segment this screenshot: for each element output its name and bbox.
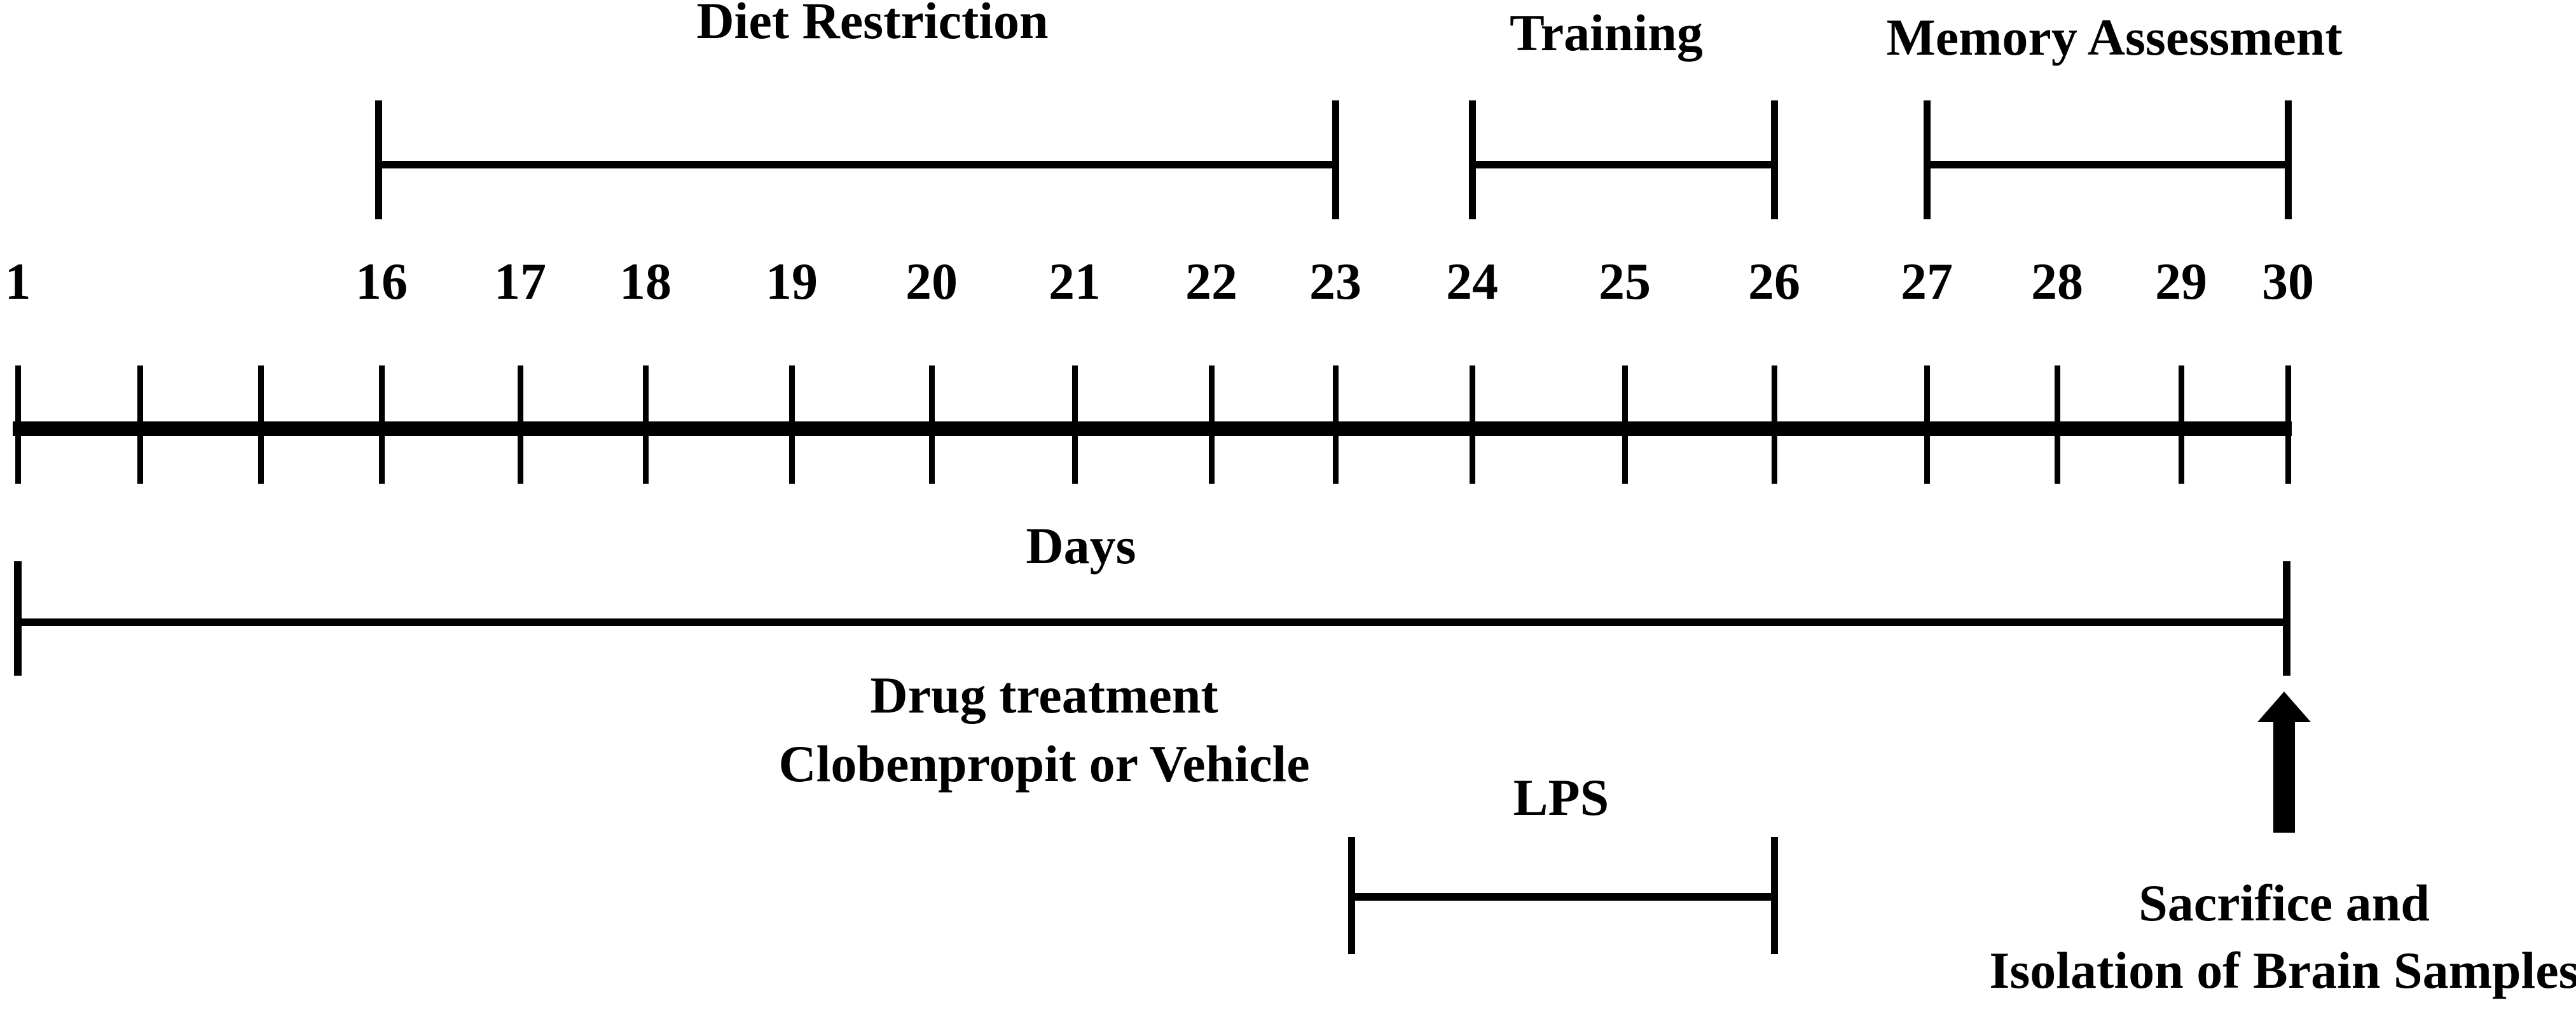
diet-restriction-label: Diet Restriction — [696, 0, 1049, 50]
day-label-1: 1 — [4, 252, 31, 310]
drug-treatment-span-line — [18, 618, 2287, 626]
timeline-tick — [929, 365, 935, 484]
timeline-tick — [1072, 365, 1078, 484]
day-label-21: 21 — [1049, 252, 1101, 310]
bracket-end-tick-right — [2285, 100, 2292, 219]
day-label-25: 25 — [1599, 252, 1651, 310]
timeline-tick — [518, 365, 523, 484]
day-label-24: 24 — [1446, 252, 1498, 310]
timeline-tick — [1924, 365, 1930, 484]
timeline-tick — [1622, 365, 1628, 484]
day-label-28: 28 — [2031, 252, 2083, 310]
day-label-17: 17 — [494, 252, 546, 310]
sacrifice-label-line2: Isolation of Brain Samples — [1989, 941, 2576, 999]
bracket-end-tick-left — [1924, 100, 1931, 219]
timeline-tick — [2055, 365, 2060, 484]
training-label: Training — [1510, 4, 1703, 62]
drug-treatment-label-line1: Drug treatment — [870, 666, 1218, 724]
timeline-tick — [15, 365, 21, 484]
timeline-tick — [643, 365, 649, 484]
up-arrow-head — [2257, 692, 2311, 722]
span-end-tick-right — [2283, 561, 2290, 676]
day-label-22: 22 — [1185, 252, 1237, 310]
bracket-end-tick-right — [1771, 100, 1778, 219]
day-label-29: 29 — [2155, 252, 2207, 310]
bracket-end-tick-left — [375, 100, 382, 219]
day-label-20: 20 — [906, 252, 958, 310]
timeline-tick — [2179, 365, 2184, 484]
day-label-27: 27 — [1901, 252, 1953, 310]
bracket-line — [1927, 161, 2288, 168]
bracket-end-tick-right — [1771, 837, 1778, 954]
timeline-tick — [258, 365, 264, 484]
drug-treatment-label-line2: Clobenpropit or Vehicle — [778, 735, 1310, 793]
day-label-18: 18 — [619, 252, 672, 310]
timeline-tick — [137, 365, 143, 484]
bracket-line — [378, 161, 1335, 168]
timeline-tick — [1772, 365, 1777, 484]
bracket-end-tick-right — [1332, 100, 1339, 219]
timeline-bar — [13, 421, 2292, 436]
bracket-end-tick-left — [1469, 100, 1476, 219]
timeline-tick — [1209, 365, 1215, 484]
memory-assessment-label: Memory Assessment — [1886, 8, 2343, 66]
timeline-tick — [1470, 365, 1475, 484]
lps-label: LPS — [1513, 768, 1609, 826]
up-arrow-shaft — [2273, 721, 2295, 833]
bracket-line — [1351, 893, 1774, 901]
day-label-30: 30 — [2262, 252, 2314, 310]
timeline-tick — [2285, 365, 2291, 484]
sacrifice-label-line1: Sacrifice and — [2139, 874, 2430, 932]
timeline-tick — [1333, 365, 1339, 484]
timeline-tick — [789, 365, 795, 484]
day-label-23: 23 — [1309, 252, 1361, 310]
day-label-16: 16 — [355, 252, 408, 310]
timeline-tick — [379, 365, 385, 484]
bracket-line — [1472, 161, 1774, 168]
day-label-26: 26 — [1748, 252, 1800, 310]
day-label-19: 19 — [766, 252, 818, 310]
days-axis-label: Days — [1026, 517, 1136, 575]
